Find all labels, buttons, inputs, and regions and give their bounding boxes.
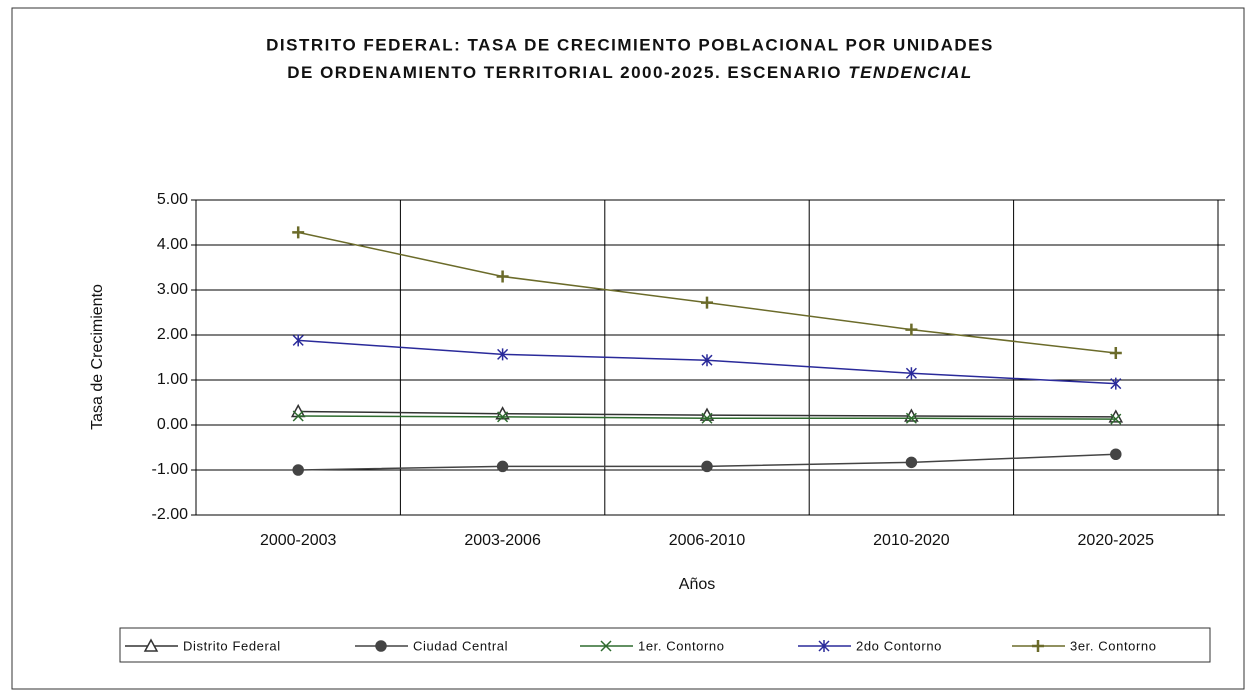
x-tick-label: 2000-2003 — [260, 532, 337, 549]
marker — [1110, 413, 1122, 425]
y-tick-label: 1.00 — [157, 371, 188, 388]
marker — [600, 640, 612, 652]
marker — [818, 640, 830, 652]
y-tick-label: 5.00 — [157, 191, 188, 208]
marker — [143, 638, 159, 652]
marker — [701, 460, 713, 473]
legend-label: 3er. Contorno — [1070, 638, 1157, 653]
marker — [701, 412, 713, 424]
y-tick-label: 2.00 — [157, 326, 188, 343]
x-axis-label: Años — [679, 576, 715, 593]
marker — [496, 460, 509, 473]
marker — [292, 334, 304, 347]
marker — [701, 296, 713, 309]
chart-title: DISTRITO FEDERAL: TASA DE CRECIMIENTO PO… — [266, 35, 994, 54]
y-tick-label: -2.00 — [152, 506, 189, 523]
x-tick-label: 2006-2010 — [669, 532, 746, 549]
marker — [905, 456, 918, 469]
legend-box — [119, 627, 1211, 663]
marker — [292, 464, 304, 476]
marker — [375, 640, 387, 652]
marker — [496, 270, 509, 283]
marker — [905, 412, 917, 424]
x-tick-label: 2003-2006 — [464, 532, 541, 549]
y-tick-label: 0.00 — [157, 416, 188, 433]
title-line: DE ORDENAMIENTO TERRITORIAL 2000-2025. E… — [287, 63, 842, 82]
marker — [497, 411, 509, 423]
legend-label: Ciudad Central — [413, 638, 508, 653]
marker — [701, 354, 713, 367]
marker — [292, 226, 305, 239]
y-axis-label: Tasa de Crecimiento — [89, 284, 106, 430]
legend-label: 2do Contorno — [856, 638, 942, 653]
y-tick-label: 3.00 — [157, 281, 188, 298]
x-tick-label: 2020-2025 — [1078, 532, 1155, 549]
marker — [905, 323, 918, 336]
y-tick-label: -1.00 — [152, 461, 189, 478]
y-tick-label: 4.00 — [157, 236, 188, 253]
legend-label: Distrito Federal — [183, 638, 281, 653]
chart-title: DE ORDENAMIENTO TERRITORIAL 2000-2025. E… — [287, 63, 973, 82]
marker — [1032, 640, 1044, 652]
frame — [11, 7, 1245, 690]
title-italic: TENDENCIAL — [848, 63, 973, 82]
marker — [292, 410, 304, 422]
marker — [497, 348, 509, 361]
x-tick-label: 2010-2020 — [873, 532, 950, 549]
marker — [905, 367, 917, 380]
marker — [1110, 448, 1122, 460]
marker — [1109, 347, 1122, 359]
marker — [1110, 377, 1122, 390]
legend-label: 1er. Contorno — [638, 638, 725, 653]
